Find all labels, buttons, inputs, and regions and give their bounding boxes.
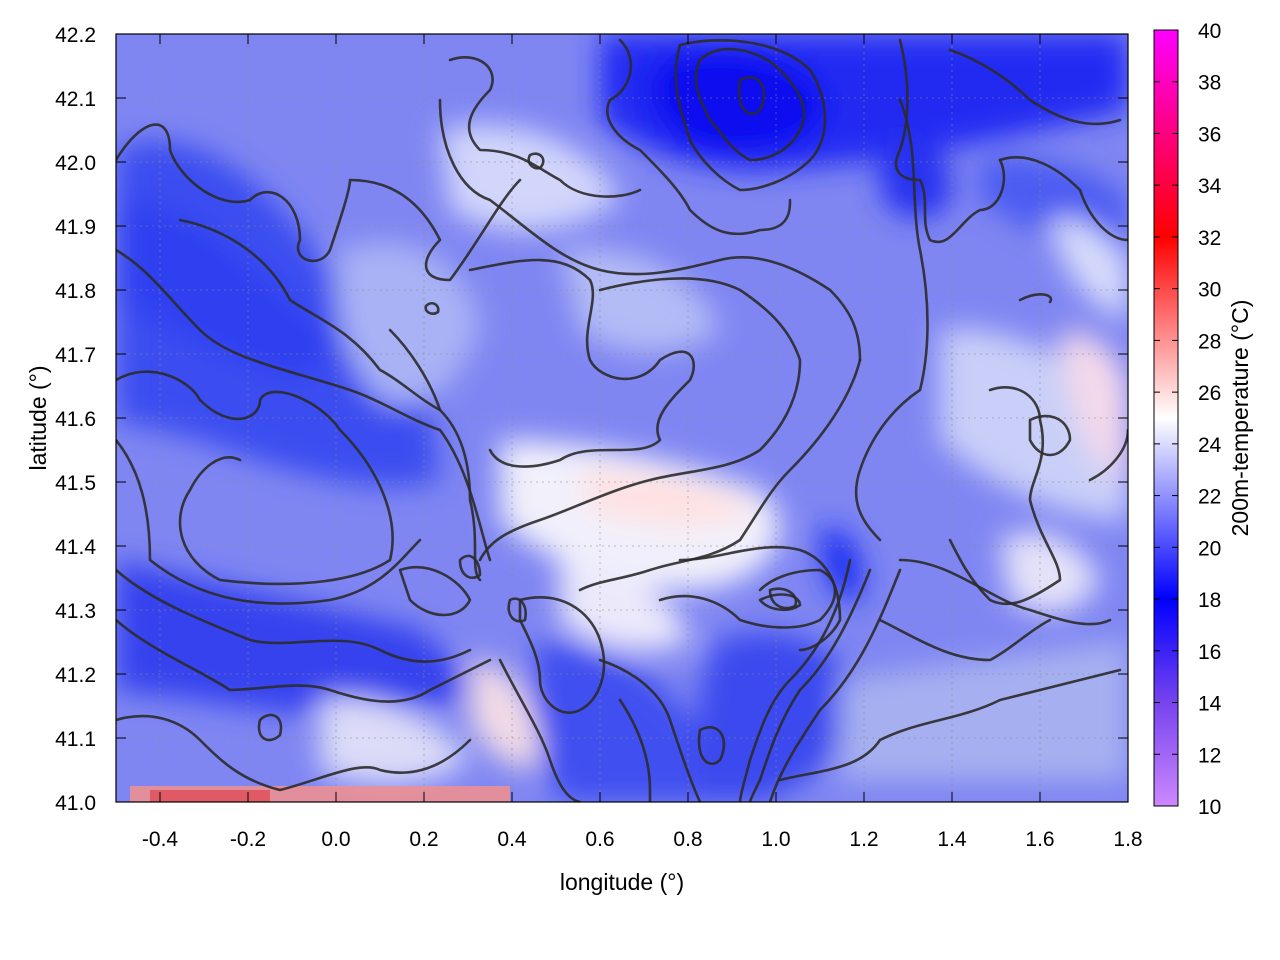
contour-line <box>518 596 606 714</box>
x-tick-label: 0.8 <box>673 828 702 851</box>
y-tick-label: 41.2 <box>55 664 96 687</box>
x-tick-label: 1.8 <box>1113 828 1142 851</box>
colorbar-tick-label: 38 <box>1198 72 1221 95</box>
contour-line <box>398 566 472 617</box>
contour-lines <box>116 38 1128 802</box>
colorbar-label: 200m-temperature (°C) <box>1227 300 1253 537</box>
contour-line <box>778 668 1122 782</box>
contour-line <box>894 38 1006 244</box>
contour-line <box>458 554 482 580</box>
x-tick-label: 1.6 <box>1025 828 1054 851</box>
y-tick-label: 41.7 <box>55 344 96 367</box>
contour-line <box>478 277 802 562</box>
colorbar-tick-label: 34 <box>1198 175 1222 198</box>
y-tick-label: 41.1 <box>55 728 96 751</box>
x-tick-label: 1.4 <box>937 828 967 851</box>
colorbar-tick-label: 40 <box>1198 20 1221 43</box>
x-axis-label: longitude (°) <box>560 869 684 895</box>
contour-line <box>116 123 522 282</box>
colorbar-scale <box>1153 29 1179 807</box>
contour-line <box>1018 293 1053 304</box>
contour-line <box>878 618 1052 662</box>
contour-line <box>116 370 394 586</box>
y-tick-label: 42.1 <box>55 88 96 111</box>
contour-line <box>694 47 806 162</box>
contour-line <box>578 358 862 592</box>
contour-line <box>748 568 872 802</box>
contour-line <box>424 302 440 315</box>
contour-line <box>116 438 422 605</box>
colorbar: 10 12 14 16 18 20 22 24 26 28 30 32 34 36 38 40 200m-te… <box>1153 20 1253 819</box>
contour-line <box>898 558 1112 626</box>
contour-line <box>674 39 827 192</box>
x-tick-label: -0.2 <box>230 828 266 851</box>
colorbar-tick-label: 22 <box>1198 486 1221 509</box>
x-tick-label: 0.0 <box>321 828 350 851</box>
contour-line <box>737 76 766 116</box>
contour-line <box>116 568 472 663</box>
contour-line <box>678 545 842 652</box>
contour-line <box>498 658 582 802</box>
colorbar-tick-label: 26 <box>1198 382 1221 405</box>
y-axis: 41.0 41.1 41.2 41.3 41.4 41.5 41.6 41.7 41.8 41.9… <box>55 24 1128 815</box>
y-tick-label: 41.8 <box>55 280 96 303</box>
colorbar-tick-label: 16 <box>1198 641 1221 664</box>
y-tick-label: 41.4 <box>55 536 96 559</box>
colorbar-tick-label: 32 <box>1198 227 1221 250</box>
contour-line <box>116 618 492 703</box>
contour-line <box>257 713 283 742</box>
contour-line <box>998 156 1128 242</box>
contour-line <box>468 258 696 468</box>
contour-line <box>758 593 802 611</box>
contour-line <box>448 56 642 198</box>
contour-line <box>598 658 702 802</box>
colorbar-tick-label: 10 <box>1198 796 1221 819</box>
x-tick-label: 1.0 <box>761 828 790 851</box>
x-tick-label: 0.6 <box>585 828 614 851</box>
x-tick-label: 0.2 <box>409 828 438 851</box>
contour-line <box>178 218 442 412</box>
contour-line <box>768 587 798 610</box>
contour-line <box>768 568 902 802</box>
colorbar-tick-label: 18 <box>1198 589 1221 612</box>
colorbar-tick-label: 30 <box>1198 279 1221 302</box>
contour-line <box>438 98 862 362</box>
contour-line <box>738 558 852 802</box>
colorbar-tick-label: 24 <box>1198 434 1222 457</box>
contour-line <box>606 38 792 236</box>
contour-line <box>527 152 545 170</box>
x-tick-label: -0.4 <box>142 828 179 851</box>
contour-line <box>618 698 652 802</box>
contour-line <box>388 328 482 582</box>
contour-line <box>116 248 492 562</box>
y-tick-label: 41.9 <box>55 216 96 239</box>
temperature-field <box>116 34 1128 802</box>
colorbar-tick-label: 36 <box>1198 123 1221 146</box>
warm-strip-core <box>150 790 270 802</box>
contour-line <box>1028 414 1072 457</box>
colorbar-ticks: 10 12 14 16 18 20 22 24 26 28 30 32 34 36 38 40 <box>1154 20 1222 819</box>
x-tick-label: 1.2 <box>849 828 878 851</box>
colorbar-tick-label: 20 <box>1198 537 1221 560</box>
contour-line <box>948 48 1122 126</box>
contour-line <box>854 98 929 542</box>
contour-line <box>697 726 726 766</box>
contour-line <box>507 597 527 623</box>
colorbar-tick-label: 12 <box>1198 744 1221 767</box>
y-axis-label: latitude (°) <box>25 365 51 470</box>
y-tick-label: 41.0 <box>55 792 96 815</box>
colorbar-tick-label: 14 <box>1198 693 1222 716</box>
x-axis: -0.4 -0.2 0.0 0.2 0.4 0.6 0.8 1.0 1.2 1.4 1.6 1.8 <box>142 34 1143 851</box>
y-tick-label: 41.5 <box>55 472 96 495</box>
y-tick-label: 41.3 <box>55 600 96 623</box>
y-tick-label: 41.6 <box>55 408 96 431</box>
contour-line <box>658 568 837 629</box>
contour-line <box>116 714 472 792</box>
y-tick-label: 42.0 <box>55 152 96 175</box>
colorbar-tick-label: 28 <box>1198 330 1221 353</box>
y-tick-label: 42.2 <box>55 24 96 47</box>
x-tick-label: 0.4 <box>497 828 527 851</box>
